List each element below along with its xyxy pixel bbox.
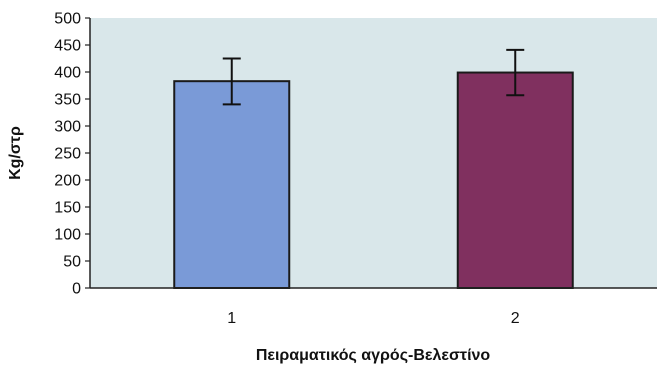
y-tick-label: 0 bbox=[72, 281, 81, 298]
y-tick-label: 500 bbox=[54, 11, 81, 28]
y-tick-label: 250 bbox=[54, 146, 81, 163]
y-tick-label: 350 bbox=[54, 92, 81, 109]
error-bar bbox=[222, 57, 241, 106]
error-bar bbox=[506, 48, 525, 97]
x-category-label: 2 bbox=[511, 310, 520, 327]
y-tick-label: 200 bbox=[54, 173, 81, 190]
x-axis-title: Πειραματικός αγρός-Βελεστίνο bbox=[256, 347, 491, 364]
y-tick-label: 400 bbox=[54, 65, 81, 82]
y-tick-label: 150 bbox=[54, 200, 81, 217]
bar bbox=[456, 71, 574, 290]
y-axis-title: Kg/στρ bbox=[7, 126, 24, 180]
y-tick-label: 50 bbox=[63, 254, 81, 271]
y-tick-label: 450 bbox=[54, 38, 81, 55]
y-tick-label: 100 bbox=[54, 227, 81, 244]
bar bbox=[173, 80, 291, 290]
x-category-label: 1 bbox=[227, 310, 236, 327]
y-ticks-layer: 0 50 100 150 200 250 300 350 400 450 500 bbox=[54, 11, 90, 298]
y-tick-label: 300 bbox=[54, 119, 81, 136]
error-bars-layer bbox=[222, 48, 525, 106]
